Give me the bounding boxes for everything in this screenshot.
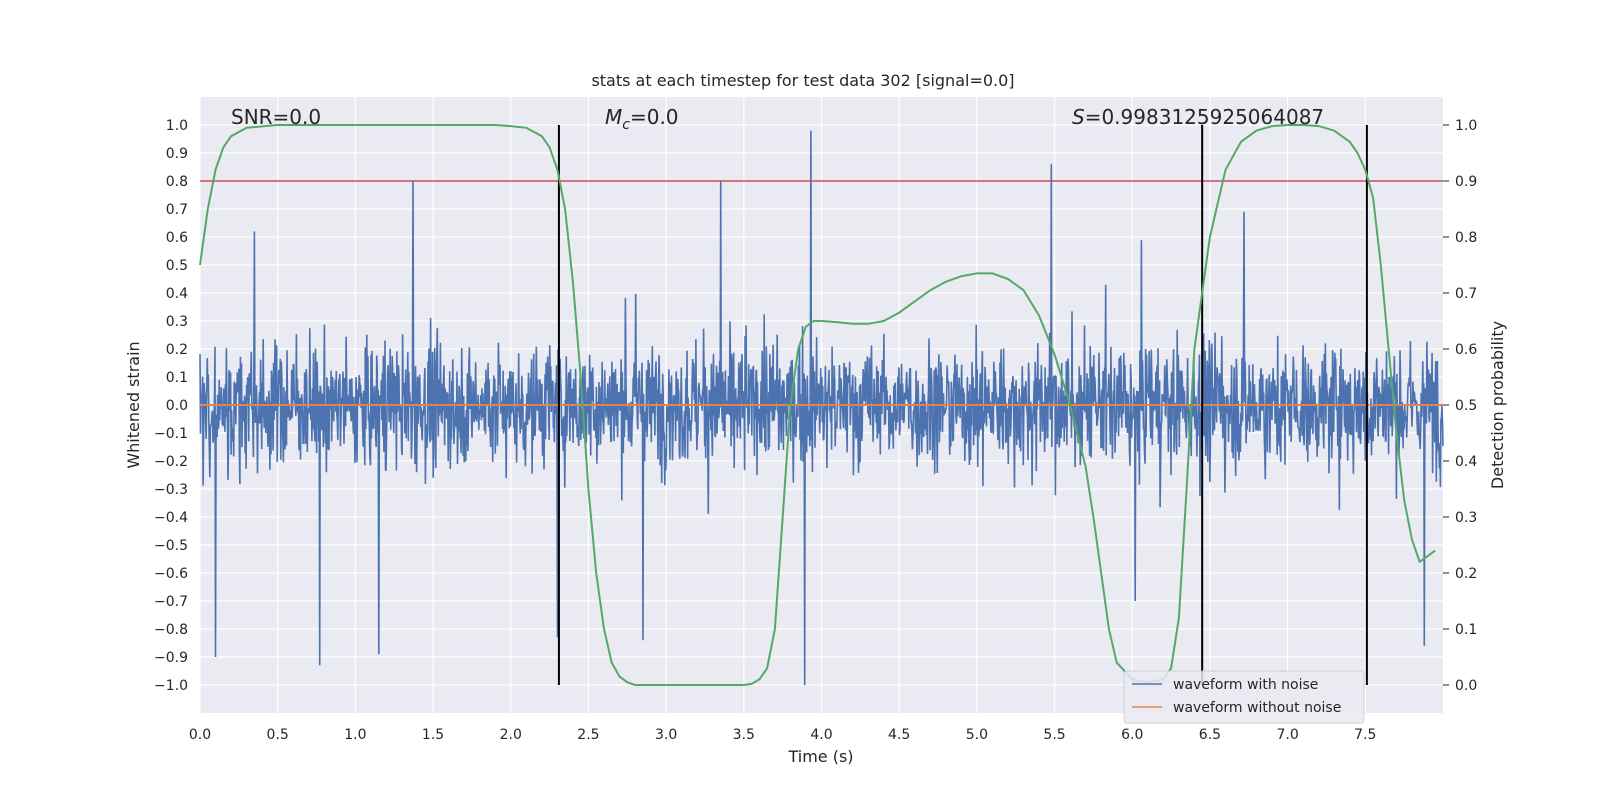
x-tick-label: 3.5 <box>733 727 755 743</box>
detection-probability-line <box>199 124 1436 686</box>
y2-tick-label: 0.7 <box>1455 286 1477 302</box>
x-tick-label: 4.5 <box>888 727 910 743</box>
chart-title: stats at each timestep for test data 302… <box>591 71 1014 90</box>
x-tick-label: 2.0 <box>500 727 522 743</box>
y-tick-label: 0.1 <box>166 370 188 386</box>
y-tick-label: −1.0 <box>154 678 188 694</box>
mc-value: =0.0 <box>630 105 679 129</box>
legend-box <box>1123 670 1365 724</box>
y-tick-label: 0.4 <box>166 286 188 302</box>
x-tick-label: 6.0 <box>1121 727 1143 743</box>
y2-tick-label: 0.6 <box>1455 342 1477 358</box>
y-tick-label: 0.2 <box>166 342 188 358</box>
y2-tick-label: 0.2 <box>1455 566 1477 582</box>
legend: waveform with noise waveform without noi… <box>1123 670 1365 724</box>
mc-annotation: Mc=0.0 <box>605 105 679 133</box>
x-tick-label: 0.0 <box>189 727 211 743</box>
y2-tick-label: 0.4 <box>1455 454 1477 470</box>
y-tick-label: −0.3 <box>154 482 188 498</box>
x-tick-label: 7.5 <box>1354 727 1376 743</box>
x-axis-ticks: 0.0 0.5 1.0 1.5 2.0 2.5 3.0 3.5 4.0 4.5 5.0 5.5 6.0 6… <box>189 727 1377 743</box>
y2-tick-label: 1.0 <box>1455 118 1477 134</box>
x-tick-label: 1.5 <box>422 727 444 743</box>
y-tick-label: −0.6 <box>154 566 188 582</box>
y2-tick-label: 0.5 <box>1455 398 1477 414</box>
legend-label-clean: waveform without noise <box>1173 700 1341 716</box>
x-tick-label: 4.0 <box>810 727 832 743</box>
y-tick-label: 0.9 <box>166 146 188 162</box>
s-annotation: S=0.9983125925064087 <box>1072 105 1324 129</box>
mc-subscript: c <box>622 117 630 133</box>
y2-axis-label: Detection probability <box>1488 321 1507 489</box>
y2-tick-label: 0.8 <box>1455 230 1477 246</box>
y-axis-ticks: −1.0 −0.9 −0.8 −0.7 −0.6 −0.5 −0.4 −0.3 −0.2 −0.1… <box>154 118 188 694</box>
y2-tick-label: 0.3 <box>1455 510 1477 526</box>
s-value: =0.9983125925064087 <box>1085 105 1324 129</box>
x-tick-label: 3.0 <box>655 727 677 743</box>
mc-symbol: M <box>605 105 622 129</box>
y-tick-label: 0.6 <box>166 230 188 246</box>
y-axis-label: Whitened strain <box>124 341 143 468</box>
x-tick-label: 5.5 <box>1043 727 1065 743</box>
legend-label-noise: waveform with noise <box>1173 677 1318 693</box>
x-tick-label: 1.0 <box>344 727 366 743</box>
y-tick-label: 0.0 <box>166 398 188 414</box>
y2-axis-ticks: 0.0 0.1 0.2 0.3 0.4 0.5 0.6 0.7 0.8 0.9 1.0 <box>1443 118 1477 694</box>
overlay-lines <box>199 124 1443 686</box>
x-tick-label: 2.5 <box>577 727 599 743</box>
y-tick-label: 0.7 <box>166 202 188 218</box>
x-tick-label: 7.0 <box>1276 727 1298 743</box>
y-tick-label: −0.7 <box>154 594 188 610</box>
s-symbol: S <box>1072 105 1085 129</box>
y2-tick-label: 0.9 <box>1455 174 1477 190</box>
y-tick-label: −0.8 <box>154 622 188 638</box>
y2-tick-label: 0.1 <box>1455 622 1477 638</box>
y-tick-label: 0.5 <box>166 258 188 274</box>
series-waveform-with-noise <box>199 130 1444 686</box>
y-tick-label: 0.8 <box>166 174 188 190</box>
x-tick-label: 0.5 <box>267 727 289 743</box>
x-tick-label: 5.0 <box>966 727 988 743</box>
y-tick-label: −0.2 <box>154 454 188 470</box>
y-tick-label: 0.3 <box>166 314 188 330</box>
noise-trace <box>199 130 1444 686</box>
y-tick-label: −0.4 <box>154 510 188 526</box>
y-tick-label: −0.1 <box>154 426 188 442</box>
y2-tick-label: 0.0 <box>1455 678 1477 694</box>
y-tick-label: −0.9 <box>154 650 188 666</box>
y-tick-label: −0.5 <box>154 538 188 554</box>
x-tick-label: 6.5 <box>1199 727 1221 743</box>
snr-annotation: SNR=0.0 <box>231 105 321 129</box>
x-axis-label: Time (s) <box>787 747 853 766</box>
y-tick-label: 1.0 <box>166 118 188 134</box>
